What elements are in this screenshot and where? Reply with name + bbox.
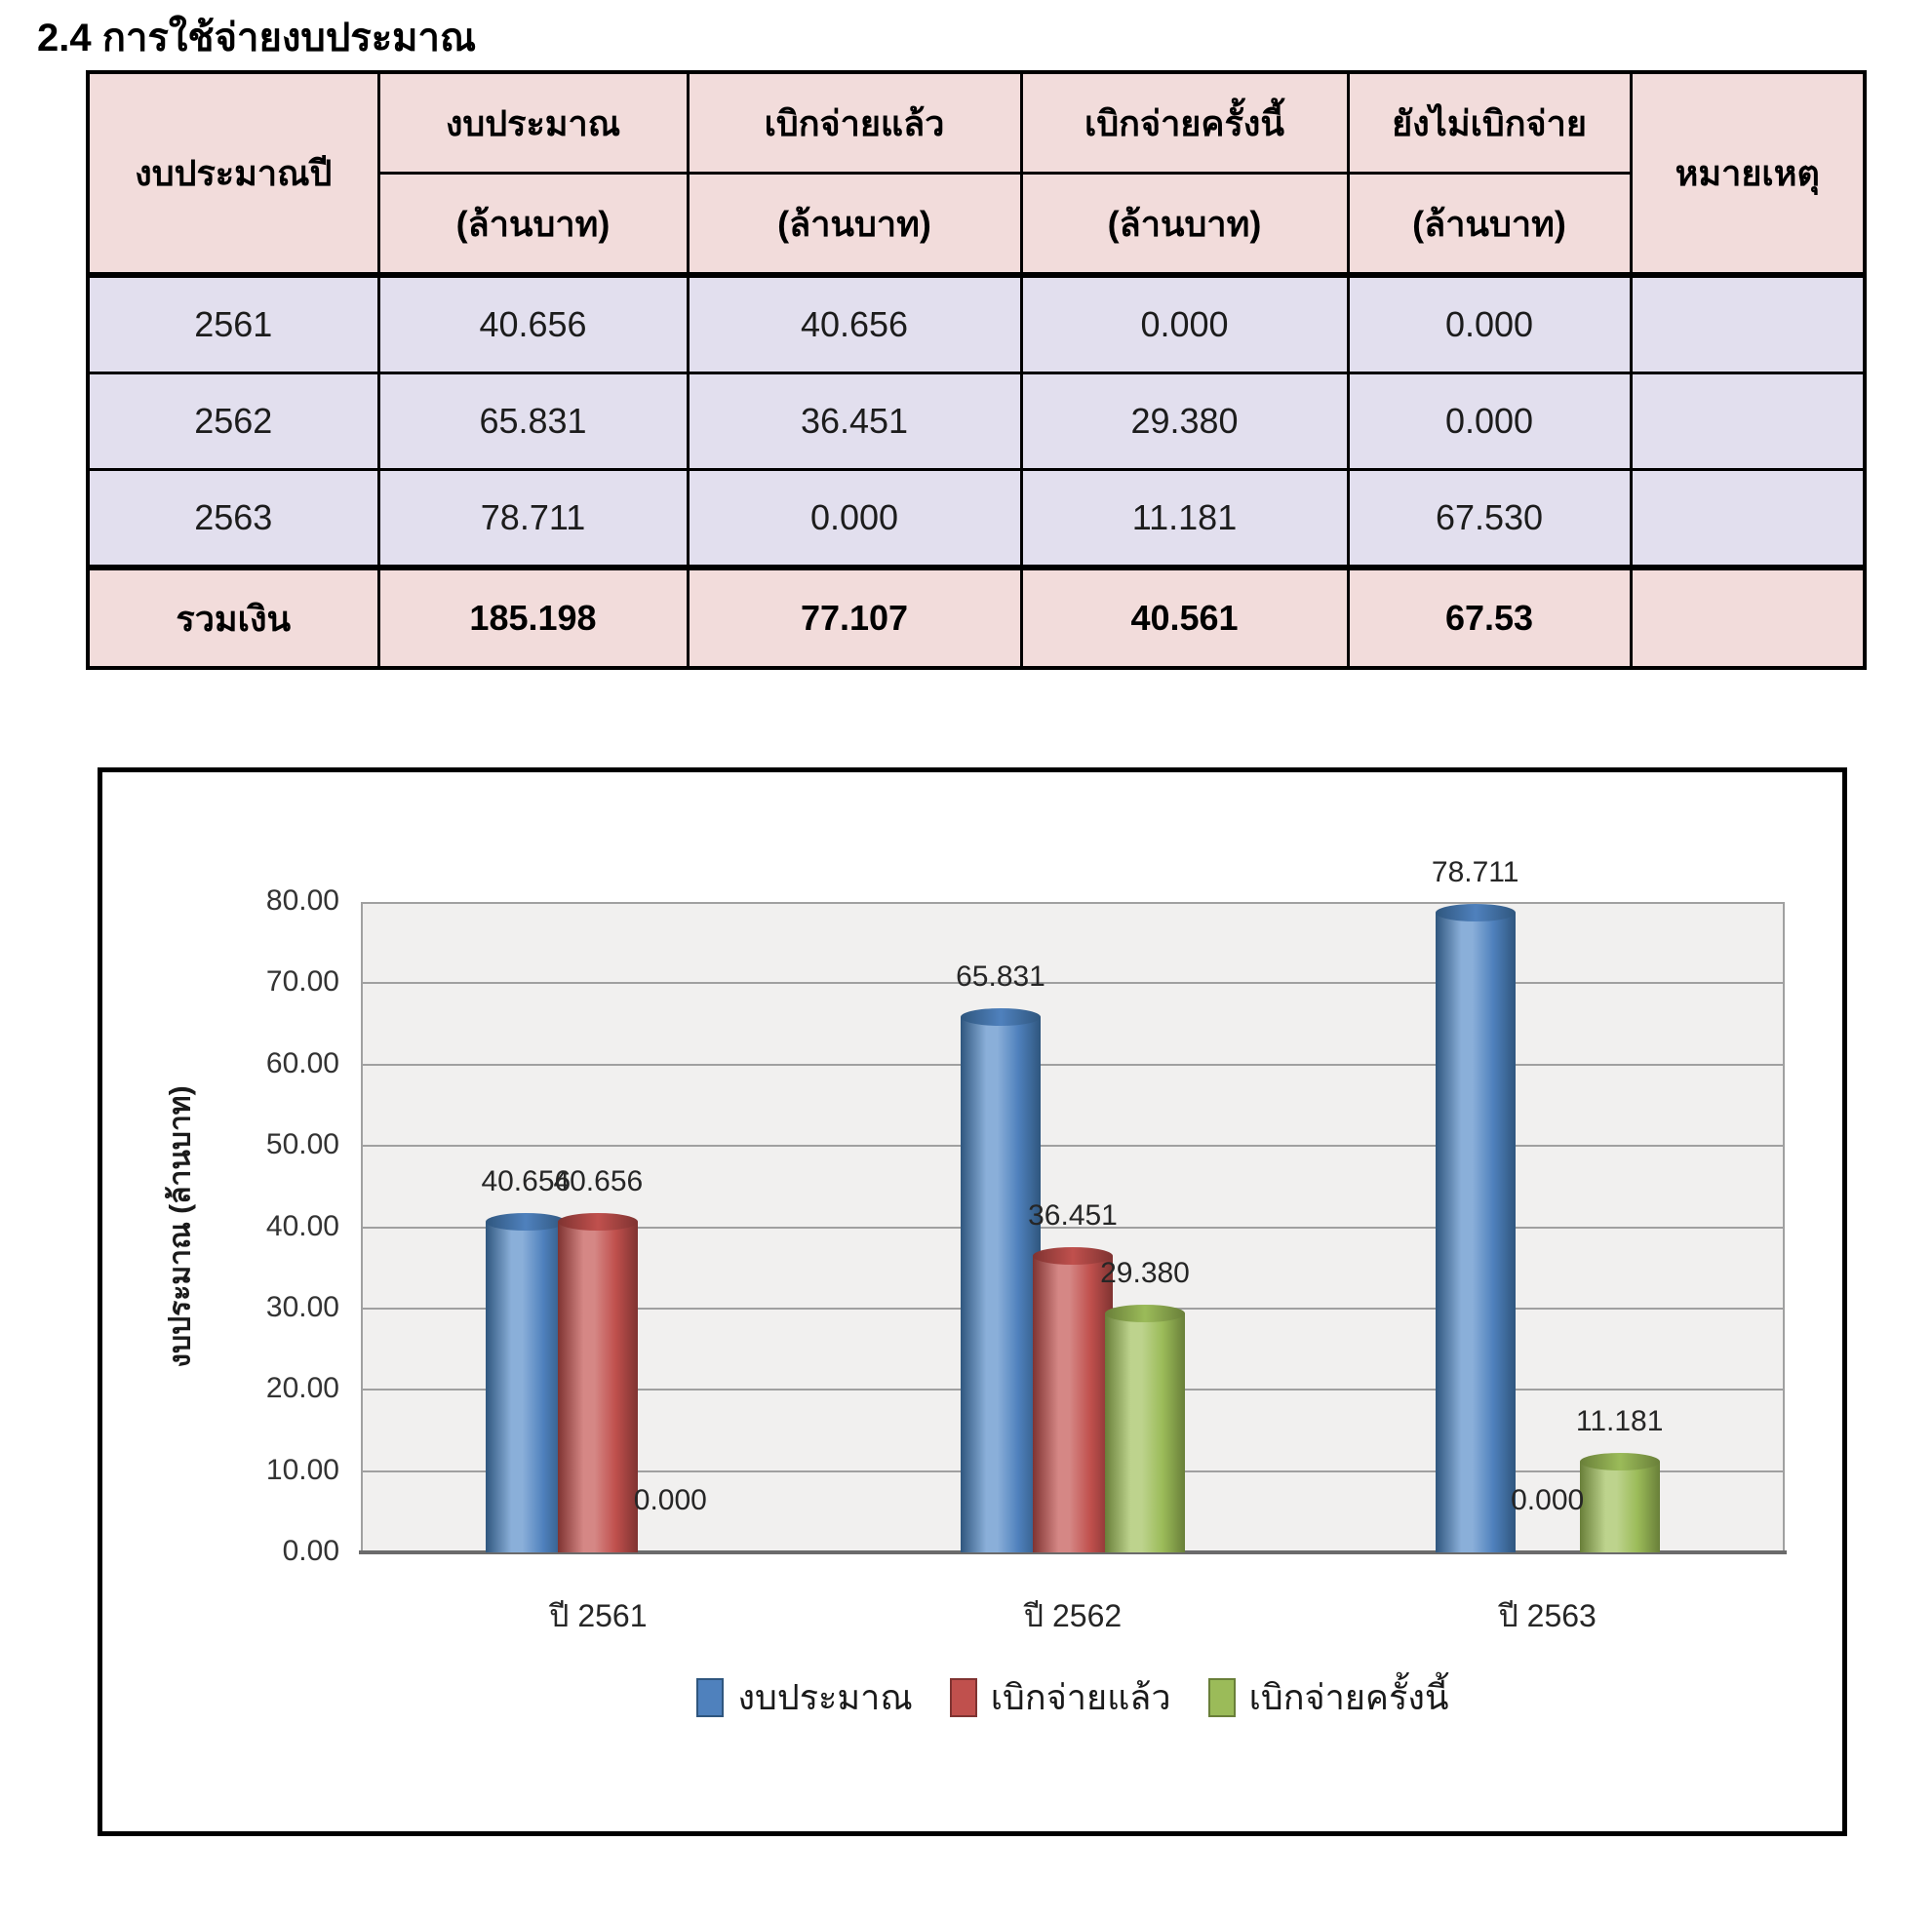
legend-label: เบิกจ่ายครั้งนี้ [1248, 1677, 1449, 1717]
cell-not-disbursed: 0.000 [1346, 372, 1633, 471]
legend-swatch [949, 1677, 977, 1717]
gridline [361, 1226, 1785, 1229]
bar [558, 1213, 639, 1552]
cell-year: 2562 [86, 372, 380, 471]
legend-label: งบประมาณ [737, 1677, 913, 1717]
gridline [361, 1145, 1785, 1148]
legend-item: งบประมาณ [696, 1669, 913, 1725]
cell-remark [1629, 372, 1867, 471]
bar-value-label: 29.380 [1100, 1257, 1190, 1290]
cell-total-disbursed: 77.107 [686, 565, 1023, 670]
bar [1105, 1305, 1185, 1552]
table-row: 2561 40.656 40.656 0.000 0.000 [86, 272, 1867, 374]
y-tick-label: 80.00 [265, 884, 339, 917]
legend-swatch [696, 1677, 725, 1717]
gridline [361, 1063, 1785, 1066]
bar-value-label: 78.711 [1431, 855, 1519, 888]
bar-value-label: 65.831 [956, 960, 1045, 994]
bar-cap [1105, 1305, 1185, 1323]
cell-not-disbursed: 67.530 [1346, 468, 1633, 569]
y-tick-label: 20.00 [265, 1372, 339, 1405]
cell-disbursed-now: 0.000 [1019, 272, 1350, 374]
x-category-label: ปี 2563 [1498, 1598, 1597, 1633]
cell-total-budget: 185.198 [376, 565, 690, 670]
bar [961, 1008, 1041, 1552]
cell-total-label: รวมเงิน [86, 565, 380, 670]
cell-year: 2561 [86, 272, 380, 374]
cell-budget: 65.831 [376, 372, 690, 471]
gridline [361, 982, 1785, 985]
y-tick-label: 50.00 [265, 1128, 339, 1161]
header-unit: (ล้านบาท) [1019, 172, 1350, 277]
budget-bar-chart: งบประมาณ (ล้านบาท) งบประมาณ เบิกจ่ายแล้วเ… [98, 767, 1847, 1836]
bar-cap [1579, 1452, 1660, 1470]
cell-total-not-disbursed: 67.53 [1346, 565, 1633, 670]
header-year: งบประมาณปี [86, 70, 380, 277]
y-tick-label: 30.00 [265, 1290, 339, 1323]
legend-label: เบิกจ่ายแล้ว [990, 1677, 1171, 1717]
bar [486, 1213, 567, 1552]
bar-value-label: 0.000 [1511, 1484, 1585, 1516]
cell-remark [1629, 468, 1867, 569]
bar-value-label: 11.181 [1575, 1404, 1664, 1437]
cell-total-remark [1629, 565, 1867, 670]
bar-value-label: 40.656 [481, 1165, 572, 1198]
header-remark: หมายเหตุ [1629, 70, 1867, 277]
cell-total-disbursed-now: 40.561 [1019, 565, 1350, 670]
cell-disbursed: 40.656 [686, 272, 1023, 374]
y-tick-label: 60.00 [265, 1046, 339, 1079]
header-disbursed-now: เบิกจ่ายครั้งนี้ [1019, 70, 1350, 175]
bar [1033, 1247, 1113, 1552]
header-disbursed: เบิกจ่ายแล้ว [686, 70, 1023, 175]
cell-disbursed-now: 11.181 [1019, 468, 1350, 569]
header-unit: (ล้านบาท) [1346, 172, 1633, 277]
bar-value-label: 40.656 [553, 1165, 644, 1198]
bar-cap [1435, 903, 1516, 921]
budget-spending-table: งบประมาณปี งบประมาณ เบิกจ่ายแล้ว เบิกจ่า… [86, 70, 1867, 670]
chart-inner: งบประมาณ (ล้านบาท) งบประมาณ เบิกจ่ายแล้วเ… [102, 772, 1842, 1831]
bar-value-label: 0.000 [633, 1484, 707, 1516]
bar-value-label: 36.451 [1028, 1199, 1118, 1233]
cell-year: 2563 [86, 468, 380, 569]
legend: งบประมาณ เบิกจ่ายแล้ว เบิกจ่ายครั้งนี้ [361, 1669, 1785, 1725]
bar-cap [961, 1008, 1041, 1027]
header-budget: งบประมาณ [376, 70, 690, 175]
table-row: 2562 65.831 36.451 29.380 0.000 [86, 372, 1867, 471]
y-tick-label: 70.00 [265, 965, 339, 999]
legend-item: เบิกจ่ายแล้ว [949, 1669, 1171, 1725]
header-unit: (ล้านบาท) [376, 172, 690, 277]
bar [1579, 1452, 1660, 1552]
budget-table: งบประมาณปี งบประมาณ เบิกจ่ายแล้ว เบิกจ่า… [86, 70, 1867, 670]
cell-budget: 40.656 [376, 272, 690, 374]
x-category-label: ปี 2562 [1023, 1598, 1123, 1633]
table-total-row: รวมเงิน 185.198 77.107 40.561 67.53 [86, 565, 1867, 670]
legend-item: เบิกจ่ายครั้งนี้ [1207, 1669, 1449, 1725]
bar-cap [558, 1213, 639, 1232]
x-category-label: ปี 2561 [549, 1598, 648, 1633]
header-not-disbursed: ยังไม่เบิกจ่าย [1346, 70, 1633, 175]
y-tick-label: 10.00 [265, 1453, 339, 1486]
bar-cap [1033, 1247, 1113, 1266]
header-unit: (ล้านบาท) [686, 172, 1023, 277]
cell-disbursed: 36.451 [686, 372, 1023, 471]
legend-swatch [1207, 1677, 1236, 1717]
x-axis-line [359, 1550, 1787, 1554]
bar-cap [486, 1213, 567, 1232]
cell-remark [1629, 272, 1867, 374]
cell-disbursed-now: 29.380 [1019, 372, 1350, 471]
page-title: 2.4 การใช้จ่ายงบประมาณ [37, 17, 477, 59]
y-tick-label: 0.00 [282, 1535, 339, 1567]
cell-budget: 78.711 [376, 468, 690, 569]
bar [1435, 903, 1516, 1552]
table-row: 2563 78.711 0.000 11.181 67.530 [86, 468, 1867, 569]
cell-disbursed: 0.000 [686, 468, 1023, 569]
cell-not-disbursed: 0.000 [1346, 272, 1633, 374]
y-tick-label: 40.00 [265, 1209, 339, 1242]
